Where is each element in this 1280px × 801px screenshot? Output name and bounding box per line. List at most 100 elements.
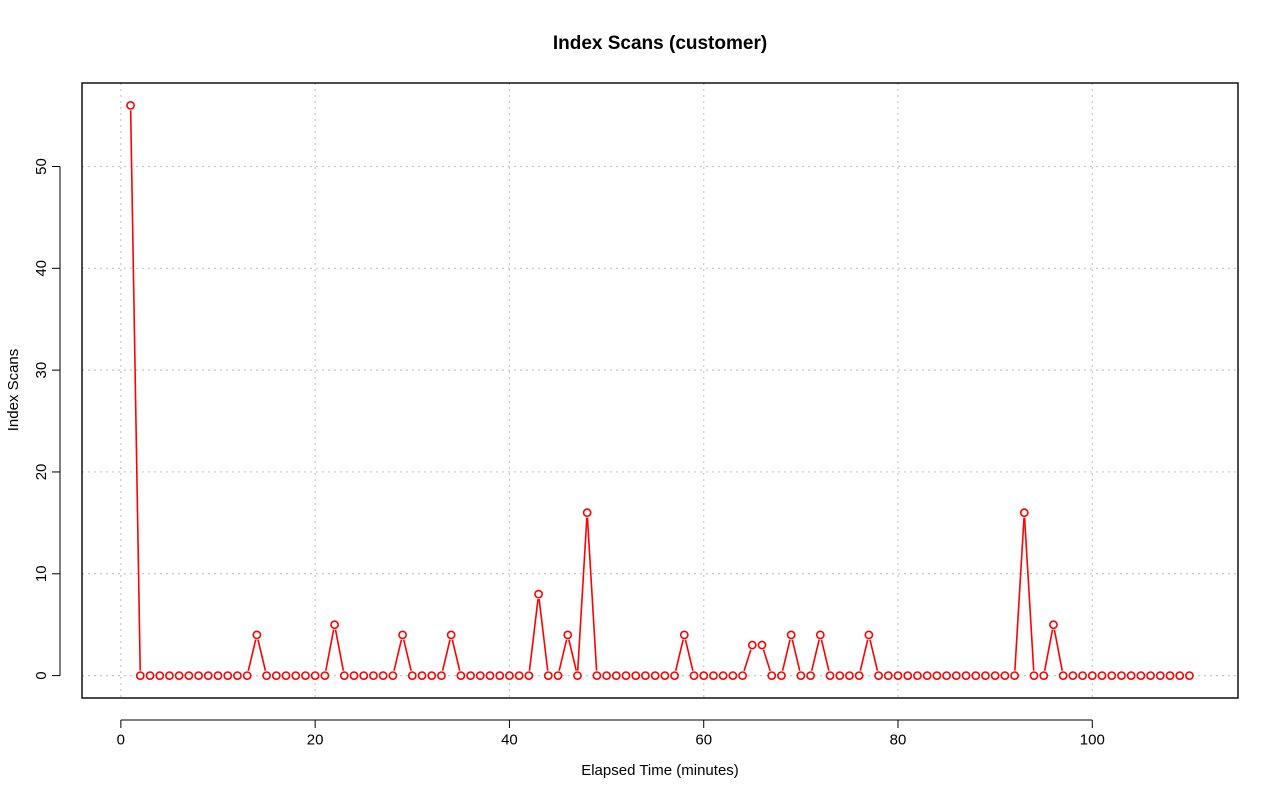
data-point xyxy=(854,671,864,680)
data-point xyxy=(446,630,456,640)
data-point xyxy=(815,630,825,640)
series-segment xyxy=(325,629,335,671)
data-point xyxy=(349,671,359,680)
data-point xyxy=(534,589,543,599)
data-point xyxy=(971,671,981,680)
data-point xyxy=(330,620,339,630)
data-point xyxy=(378,671,388,680)
data-point xyxy=(485,671,495,680)
data-point xyxy=(242,671,252,680)
data-point xyxy=(1068,671,1078,680)
data-point xyxy=(777,671,786,680)
data-point xyxy=(252,630,262,640)
data-point xyxy=(291,671,301,680)
data-point xyxy=(611,671,621,680)
data-point xyxy=(398,630,407,640)
data-point xyxy=(505,671,514,680)
data-point xyxy=(641,671,650,680)
data-point xyxy=(932,671,942,680)
data-point xyxy=(233,671,242,680)
data-point xyxy=(582,508,592,518)
data-point xyxy=(1155,671,1165,680)
series-segment xyxy=(247,639,257,671)
data-point xyxy=(320,671,330,680)
data-point xyxy=(650,671,660,680)
data-point xyxy=(495,671,505,680)
data-point xyxy=(359,671,369,680)
x-tick-label: 80 xyxy=(890,731,907,748)
data-point xyxy=(262,671,271,680)
data-point xyxy=(1107,671,1117,680)
data-point xyxy=(874,671,883,680)
y-tick-label: 20 xyxy=(33,464,50,481)
series-segment xyxy=(791,639,801,671)
data-point xyxy=(1049,620,1058,630)
x-axis-label: Elapsed Time (minutes) xyxy=(581,762,739,779)
series-segment xyxy=(538,599,549,671)
data-point xyxy=(126,101,135,110)
data-point xyxy=(1029,671,1039,680)
y-tick-label: 40 xyxy=(33,260,50,277)
data-point xyxy=(679,630,689,640)
data-point xyxy=(174,671,184,680)
data-point xyxy=(524,671,534,680)
data-point xyxy=(466,671,475,680)
data-point xyxy=(1117,671,1126,680)
data-point xyxy=(747,640,757,650)
series-segment xyxy=(1053,629,1063,671)
data-point xyxy=(194,671,203,680)
series-segment xyxy=(558,639,568,671)
data-point xyxy=(942,671,951,680)
data-point xyxy=(407,671,417,680)
plot-frame xyxy=(81,82,1239,699)
series-segment xyxy=(820,639,830,671)
data-point xyxy=(281,671,291,680)
series-segment xyxy=(674,639,684,671)
data-point xyxy=(1058,671,1068,680)
grid xyxy=(82,83,1238,698)
series-segment xyxy=(568,639,578,671)
data-point xyxy=(1010,671,1019,680)
x-tick-label: 20 xyxy=(307,731,324,748)
data-point xyxy=(475,671,485,680)
y-tick-label: 30 xyxy=(33,362,50,379)
data-point xyxy=(437,671,446,680)
data-point xyxy=(514,671,524,680)
data-point xyxy=(767,671,777,680)
data-point xyxy=(1078,671,1087,680)
data-point xyxy=(786,630,796,640)
series-segment xyxy=(859,639,869,671)
data-point xyxy=(1126,671,1136,680)
data-point xyxy=(981,671,990,680)
data-point xyxy=(961,671,971,680)
data-point xyxy=(670,671,679,680)
data-point xyxy=(135,671,145,680)
data-point xyxy=(922,671,932,680)
data-point xyxy=(709,671,718,680)
data-point xyxy=(845,671,854,680)
data-point xyxy=(456,671,466,680)
y-axis-label: Index Scans xyxy=(5,349,22,432)
data-point xyxy=(1175,671,1185,680)
y-axis: 0 10 20 30 40 50 xyxy=(33,158,61,680)
data-point xyxy=(825,671,835,680)
data-point xyxy=(913,671,922,680)
series-segment xyxy=(393,639,403,671)
x-tick-label: 40 xyxy=(501,731,518,748)
series-segment xyxy=(257,639,267,671)
data-point xyxy=(806,671,815,680)
series-segment xyxy=(334,629,345,671)
data-point xyxy=(699,671,709,680)
data-point xyxy=(563,630,573,640)
data-point xyxy=(310,671,320,680)
data-point xyxy=(427,671,437,680)
series-segment xyxy=(1023,517,1035,671)
series-segment xyxy=(451,639,461,671)
x-tick-label: 0 xyxy=(117,731,125,748)
data-point xyxy=(718,671,728,680)
y-tick-label: 10 xyxy=(33,565,50,582)
data-point xyxy=(1165,671,1175,680)
x-tick-label: 60 xyxy=(695,731,712,748)
data-point xyxy=(1136,671,1146,680)
series-segment xyxy=(129,110,142,671)
